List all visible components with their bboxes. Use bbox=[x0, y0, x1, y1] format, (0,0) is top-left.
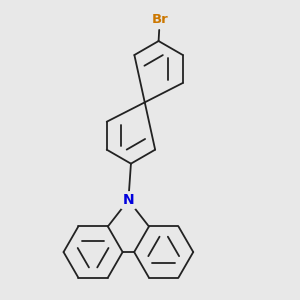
Text: N: N bbox=[123, 193, 134, 207]
Text: Br: Br bbox=[152, 13, 169, 26]
